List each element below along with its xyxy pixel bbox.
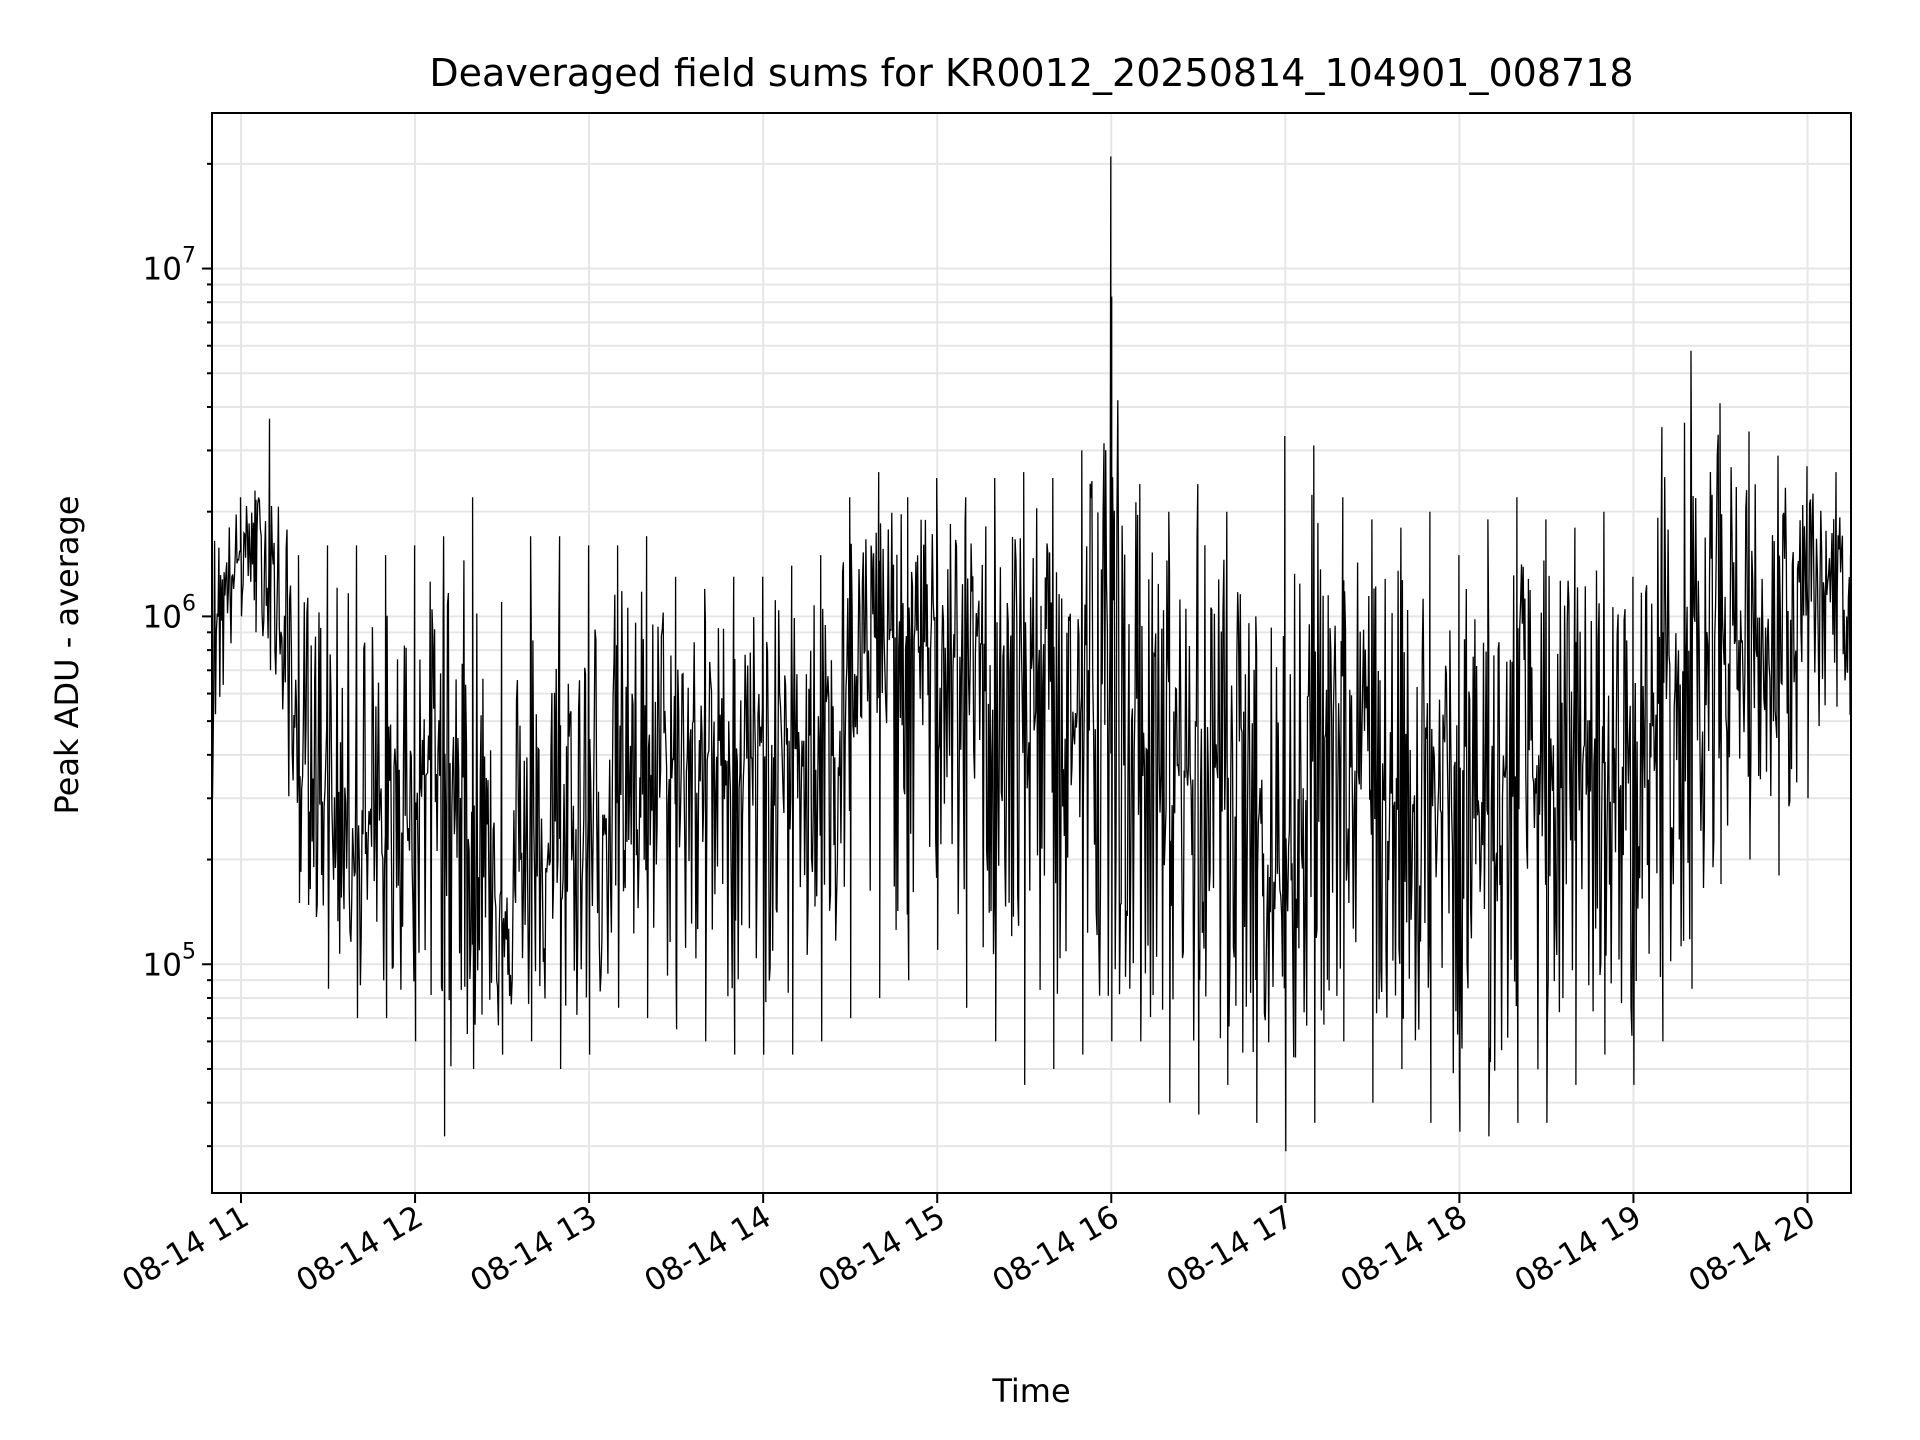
y-tick-base: 10 (143, 947, 182, 983)
series-line (212, 156, 1851, 1152)
data-layer (212, 156, 1851, 1152)
y-tick-base: 10 (143, 599, 182, 635)
y-tick-label: 106 (143, 591, 196, 635)
y-tick-label: 107 (143, 244, 196, 288)
y-tick-exponent: 5 (182, 939, 196, 964)
y-tick-label: 105 (143, 939, 196, 983)
y-tick-exponent: 6 (182, 591, 196, 616)
y-tick-exponent: 7 (182, 244, 196, 269)
chart-title: Deaveraged field sums for KR0012_2025081… (429, 51, 1633, 95)
x-axis-label: Time (991, 1372, 1070, 1410)
y-tick-base: 10 (143, 252, 182, 288)
y-axis-label: Peak ADU - average (48, 496, 86, 815)
plot-frame (211, 112, 1852, 1194)
